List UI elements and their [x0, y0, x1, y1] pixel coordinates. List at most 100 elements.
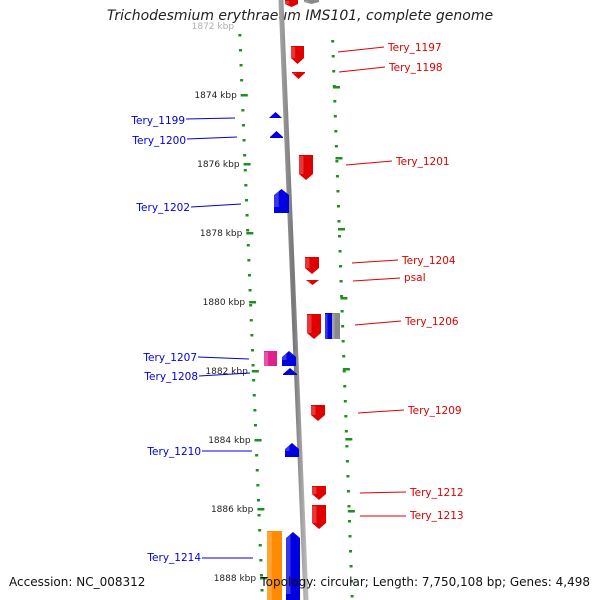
scale-label: 1886 kbp [211, 505, 254, 515]
gene-label[interactable]: Tery_1202 [135, 202, 190, 214]
scale-label: 1882 kbp [205, 367, 248, 377]
right-ring-major-tick [347, 510, 355, 513]
right-ring-major-tick [335, 157, 343, 160]
gene-label[interactable]: Tery_1201 [395, 156, 450, 168]
left-ring-dot [243, 169, 247, 172]
gene-tery-1197[interactable] [291, 46, 304, 64]
gene-label[interactable]: Tery_1197 [387, 42, 442, 54]
scale-label: 1872 kbp [192, 22, 235, 32]
right-ring-dot [347, 505, 351, 508]
bottom-blue-feature[interactable] [286, 532, 300, 600]
left-ring-dot [246, 244, 250, 247]
left-ring-dot [259, 559, 263, 562]
gene-label[interactable]: Tery_1200 [131, 135, 186, 147]
left-ring-dot [249, 304, 253, 307]
right-ring-dot [338, 235, 342, 238]
gene-tery-1207[interactable] [264, 351, 277, 366]
right-ring-major-tick [333, 86, 341, 89]
right-ring-dot [349, 565, 353, 568]
left-ring-dot [258, 529, 262, 532]
gene-label-line [185, 117, 236, 120]
gene-label[interactable]: psaI [404, 272, 426, 284]
left-ring-dot [258, 544, 262, 547]
gene-label-line [354, 320, 402, 326]
right-ring-dot [336, 205, 340, 208]
map-title: Trichodesmium erythraeum IMS101, complet… [106, 8, 494, 24]
scale-tick [260, 577, 268, 580]
left-ring-dot [256, 484, 260, 487]
left-ring-dot [252, 379, 256, 382]
gene-tery-1206[interactable] [307, 314, 321, 339]
bottom-orange-feature[interactable] [267, 531, 282, 600]
left-ring-dot [250, 349, 254, 352]
right-ring-dot [334, 130, 338, 133]
gene-label-line [338, 66, 386, 73]
scale-label: 1878 kbp [200, 229, 243, 239]
genome-backbone [278, 0, 309, 600]
right-ring-dot [346, 490, 350, 493]
gene-label[interactable]: Tery_1212 [409, 487, 464, 499]
gene-label[interactable]: Tery_1210 [146, 446, 201, 458]
gene-label[interactable]: Tery_1204 [401, 255, 456, 267]
gene-tery-1204[interactable] [305, 257, 319, 274]
gene-label[interactable]: Tery_1206 [404, 316, 459, 328]
right-ring-dot [344, 415, 348, 418]
gene-tery-1213[interactable] [312, 505, 326, 529]
left-ring-dot [252, 394, 256, 397]
right-ring-dot [343, 400, 347, 403]
right-ring-dot [335, 160, 339, 163]
right-ring-dot [342, 355, 346, 358]
right-ring-dot [343, 385, 347, 388]
gene-psai[interactable] [306, 280, 319, 285]
gene-tery-1208[interactable] [283, 368, 297, 375]
gene-tery-1198[interactable] [292, 72, 305, 79]
accession-text: Accession: NC_008312 [9, 575, 146, 589]
gene-label[interactable]: Tery_1213 [409, 510, 464, 522]
left-ring-dot [238, 34, 242, 37]
left-ring-dot [242, 139, 246, 142]
left-ring-dot [257, 514, 261, 517]
gene-label[interactable]: Tery_1198 [388, 62, 443, 74]
scale-label: 1888 kbp [214, 574, 257, 584]
gene-label-line [190, 203, 242, 208]
left-ring-dot [248, 289, 252, 292]
gene-tery-1207-arrow[interactable] [282, 351, 296, 366]
right-ring-dot [338, 250, 342, 253]
scale-tick [246, 232, 254, 235]
right-ring-dot [336, 190, 340, 193]
right-ring-major-tick [337, 228, 345, 231]
right-ring-dot [340, 310, 344, 313]
gene-label[interactable]: Tery_1214 [146, 552, 201, 564]
right-ring-major-tick [345, 438, 353, 441]
right-ring-dot [341, 340, 345, 343]
top-gray-feature[interactable] [304, 0, 319, 4]
right-ring-dot [331, 40, 335, 43]
gene-label-line [186, 136, 238, 140]
tery-1206-blue-feature[interactable] [325, 313, 333, 339]
left-ring-dot [245, 214, 249, 217]
scale-label: 1880 kbp [203, 298, 246, 308]
right-ring-dot [349, 550, 353, 553]
scale-tick [254, 439, 262, 442]
gene-label[interactable]: Tery_1209 [407, 405, 462, 417]
gene-tery-1212[interactable] [312, 486, 326, 500]
gene-tery-1201[interactable] [299, 155, 313, 180]
left-ring-dot [256, 499, 260, 502]
scale-tick [240, 94, 248, 97]
left-ring-dot [259, 574, 263, 577]
gene-tery-1209[interactable] [311, 405, 325, 421]
gene-tery-1199[interactable] [269, 112, 282, 118]
gene-tery-1200[interactable] [270, 131, 283, 138]
right-ring-dot [342, 370, 346, 373]
gene-tery-1210[interactable] [285, 443, 299, 457]
gene-label[interactable]: Tery_1208 [143, 371, 198, 383]
gene-label[interactable]: Tery_1199 [130, 115, 185, 127]
gene-label[interactable]: Tery_1207 [142, 352, 197, 364]
left-ring-dot [255, 454, 259, 457]
top-red-feature[interactable] [285, 0, 298, 7]
tery-1206-gray-feature[interactable] [332, 313, 340, 339]
gene-tery-1202[interactable] [274, 189, 289, 213]
gene-label-line [197, 356, 250, 360]
left-ring-dot [253, 409, 257, 412]
left-ring-dot [243, 154, 247, 157]
